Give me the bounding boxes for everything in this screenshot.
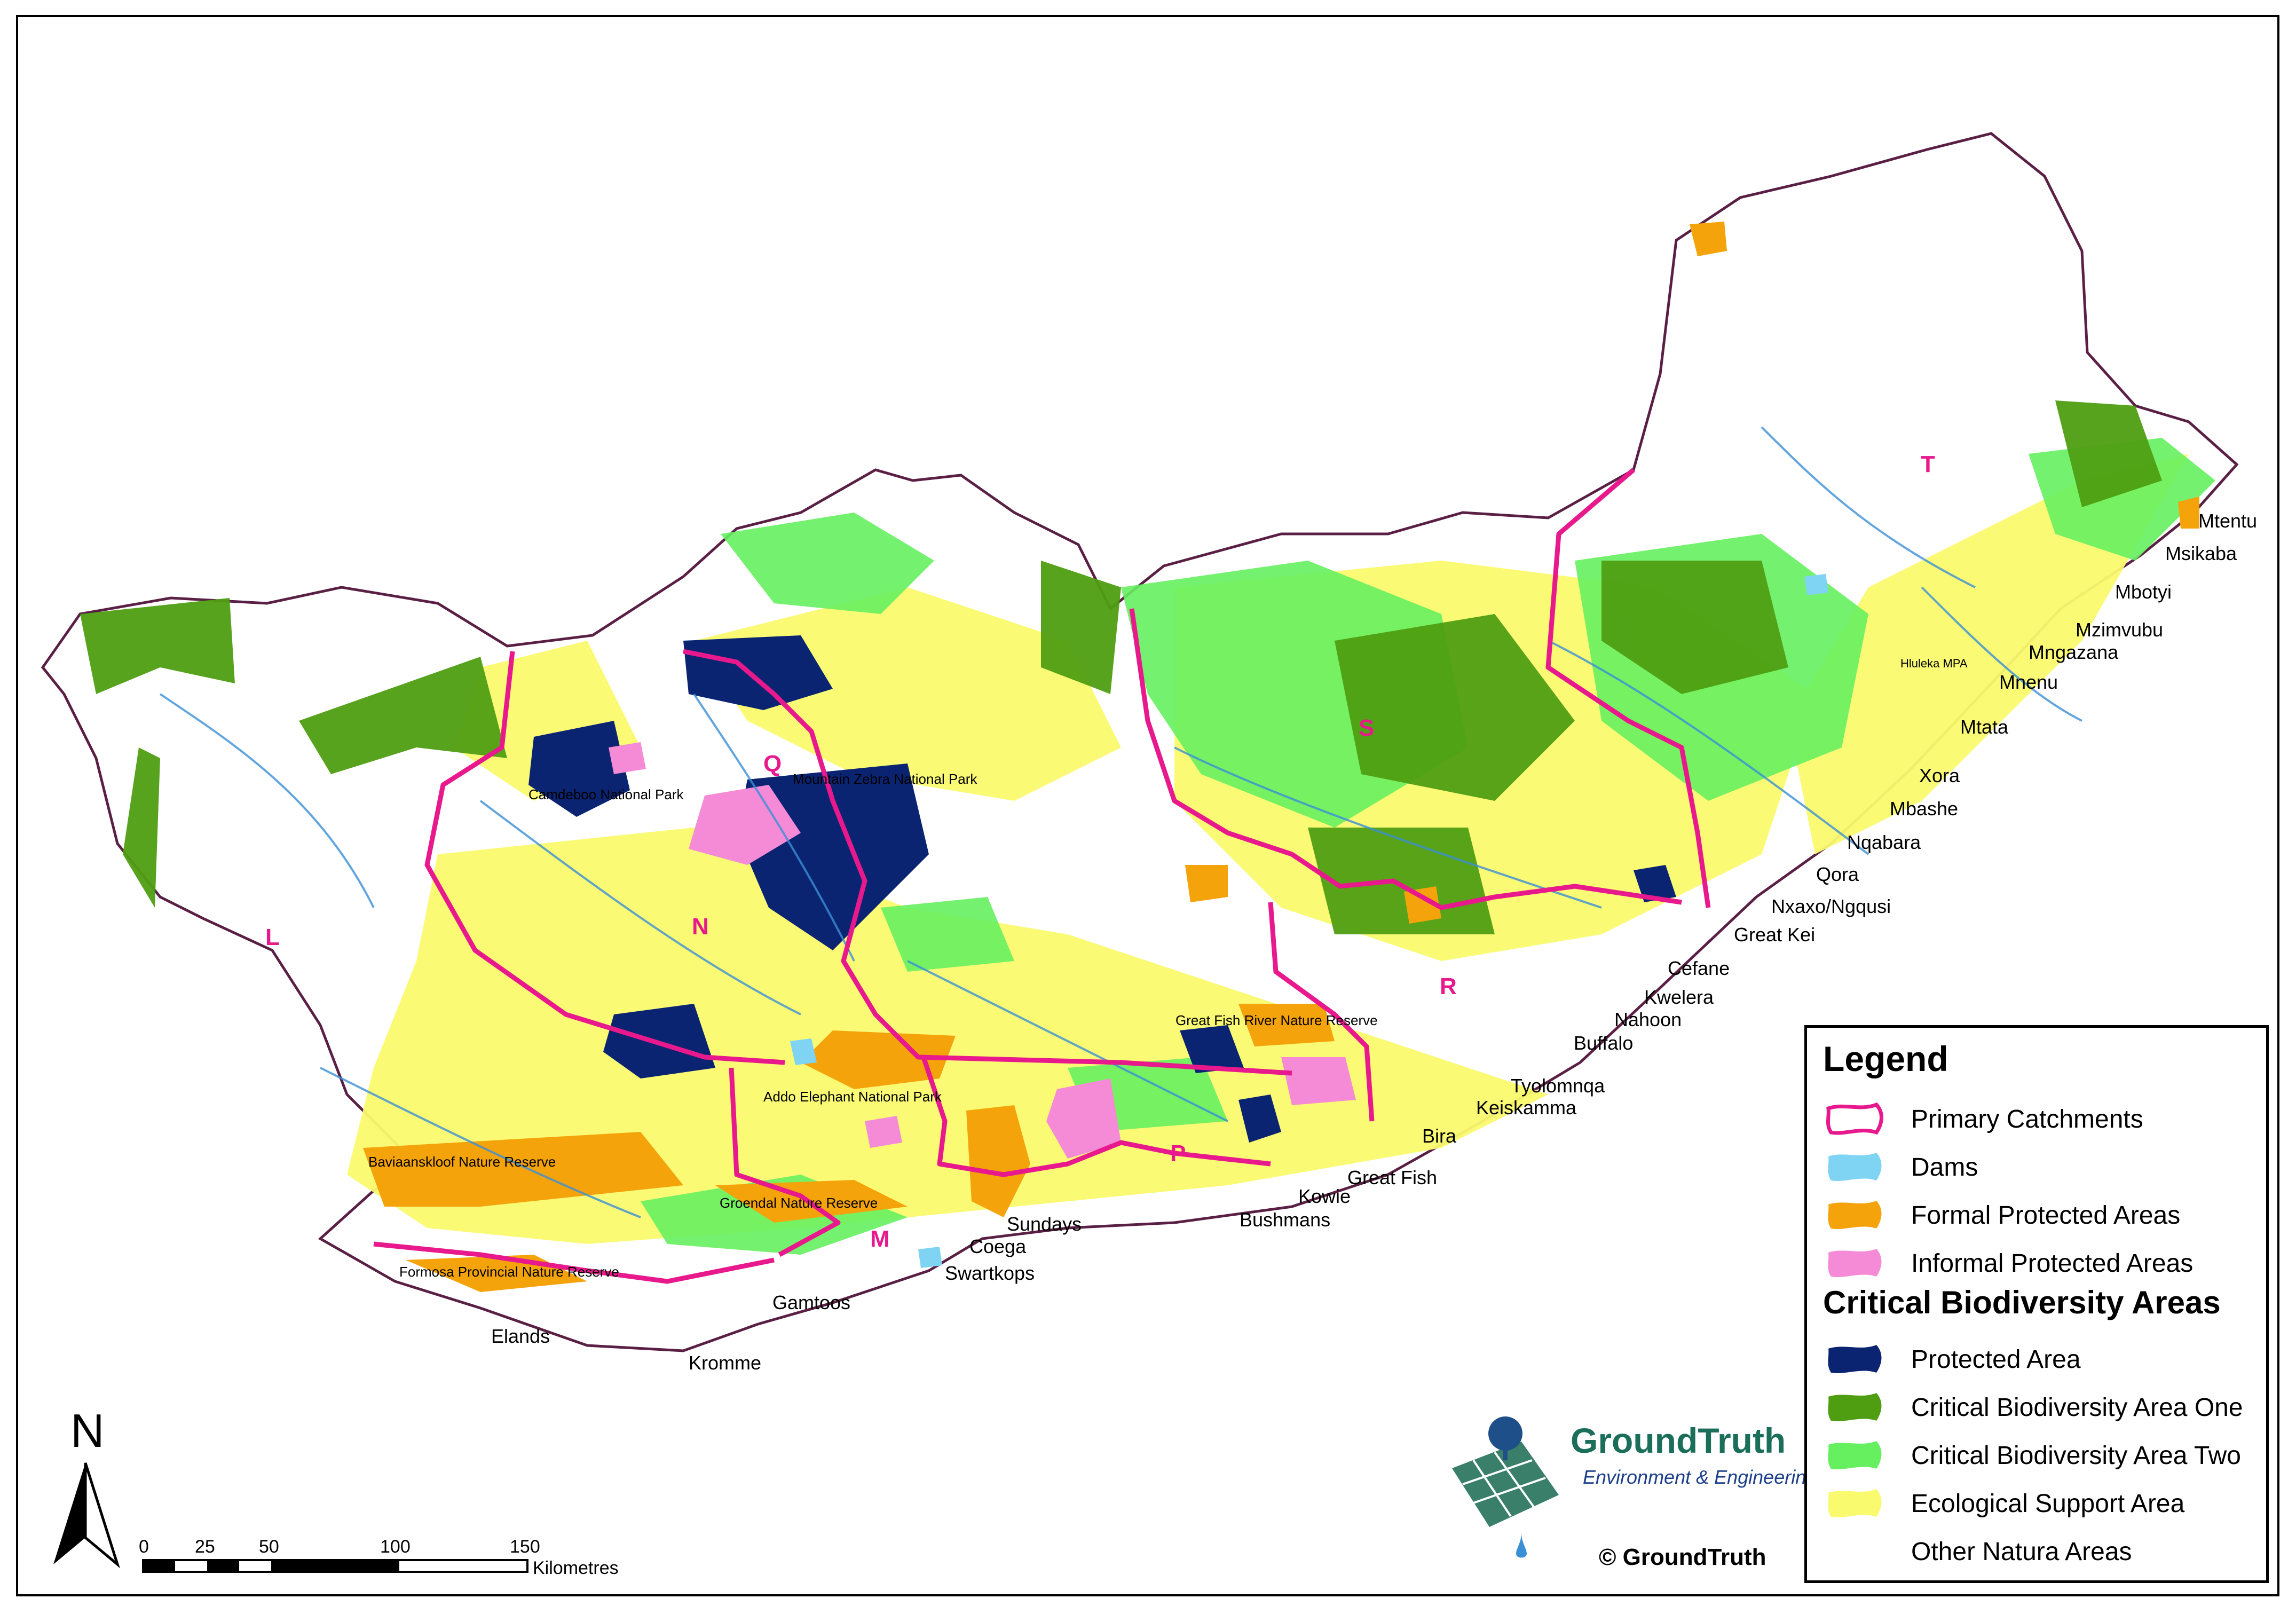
- legend-label-informal-protected: Informal Protected Areas: [1911, 1249, 2194, 1278]
- catchment-letter-r: R: [1440, 973, 1457, 999]
- formal-protected-swatch-icon: [1828, 1201, 1882, 1230]
- river-label-mbashe: Mbashe: [1890, 798, 1958, 820]
- informal-protected-swatch-icon: [1828, 1249, 1882, 1278]
- river-label-great-fish: Great Fish: [1347, 1167, 1437, 1188]
- logo-tagline: Environment & Engineering: [1583, 1466, 1817, 1488]
- park-label-formosa: Formosa Provincial Nature Reserve: [399, 1264, 619, 1280]
- legend-item-formal-protected: Formal Protected Areas: [1818, 1193, 2266, 1236]
- legend-item-esa: Ecological Support Area: [1818, 1482, 2266, 1524]
- river-label-tyolomnqa: Tyolomnqa: [1511, 1075, 1605, 1097]
- legend-label-esa: Ecological Support Area: [1911, 1490, 2185, 1518]
- river-label-bira: Bira: [1422, 1125, 1457, 1147]
- legend-item-cba-one: Critical Biodiversity Area One: [1818, 1385, 2266, 1428]
- park-label-baviaanskloof: Baviaanskloof Nature Reserve: [368, 1154, 556, 1170]
- scale-tick-150: 150: [510, 1537, 540, 1557]
- river-label-mnenu: Mnenu: [1999, 671, 2058, 693]
- dams-swatch-icon: [1828, 1153, 1882, 1182]
- legend-label-cba-one: Critical Biodiversity Area One: [1911, 1393, 2243, 1422]
- legend-item-other: Other Natura Areas: [1818, 1530, 2266, 1572]
- river-label-bushmans: Bushmans: [1240, 1209, 1330, 1231]
- scale-tick-100: 100: [380, 1537, 411, 1557]
- north-label: N: [70, 1404, 105, 1457]
- river-label-elands: Elands: [491, 1325, 550, 1347]
- park-label-great-fish: Great Fish River Nature Reserve: [1175, 1012, 1378, 1028]
- cba-one-patches: [80, 400, 2162, 934]
- river-label-keiskamma: Keiskamma: [1476, 1097, 1577, 1119]
- legend-panel: Legend Primary Catchments Dams Formal Pr…: [1804, 1025, 2269, 1583]
- scale-tick-25: 25: [195, 1537, 215, 1557]
- park-label-mountain-zebra: Mountain Zebra National Park: [793, 771, 977, 787]
- scale-bar-graphic: 0 25 50 100 150 Kilometres: [139, 1537, 619, 1578]
- dam-patches: [790, 574, 1828, 1268]
- legend-item-cba-two: Critical Biodiversity Area Two: [1818, 1434, 2266, 1476]
- informal-protected-patches: [609, 742, 1356, 1159]
- catchment-letter-l: L: [265, 924, 280, 950]
- river-label-nqabara: Nqabara: [1847, 831, 1921, 853]
- river-label-kromme: Kromme: [689, 1352, 761, 1374]
- river-network: [159, 426, 2082, 1218]
- river-label-mtata: Mtata: [1960, 716, 2009, 738]
- map-frame: [16, 15, 2279, 1596]
- river-label-kwelera: Kwelera: [1644, 986, 1714, 1008]
- legend-label-cba-two: Critical Biodiversity Area Two: [1911, 1442, 2241, 1470]
- river-label-msikaba: Msikaba: [2165, 542, 2237, 564]
- scale-bar: 0 25 50 100 150 Kilometres: [133, 1527, 667, 1588]
- river-label-mbotyi: Mbotyi: [2115, 581, 2172, 603]
- catchment-letter-t: T: [1921, 451, 1935, 477]
- logo-name: GroundTruth: [1571, 1421, 1786, 1460]
- catchment-letter-q: Q: [763, 751, 782, 777]
- park-label-addo: Addo Elephant National Park: [763, 1089, 942, 1105]
- legend-label-formal-protected: Formal Protected Areas: [1911, 1201, 2181, 1230]
- legend-subtitle: Critical Biodiversity Areas: [1823, 1285, 2221, 1320]
- legend-label-protected-area: Protected Area: [1911, 1345, 2081, 1374]
- cba-two-swatch-icon: [1828, 1441, 1882, 1470]
- catchment-swatch-icon: [1826, 1102, 1883, 1135]
- park-label-groendal: Groendal Nature Reserve: [720, 1195, 878, 1211]
- scale-tick-0: 0: [139, 1537, 149, 1557]
- protected-area-swatch-icon: [1828, 1345, 1882, 1374]
- catchment-letter-s: S: [1359, 715, 1374, 741]
- esa-swatch-icon: [1828, 1489, 1882, 1518]
- park-label-camdeboo: Camdeboo National Park: [528, 786, 684, 802]
- river-label-mtentu: Mtentu: [2198, 510, 2257, 532]
- catchment-letter-p: P: [1170, 1140, 1186, 1167]
- catchment-boundaries: [373, 468, 1711, 1284]
- legend-label-dams: Dams: [1911, 1153, 1978, 1182]
- river-label-qora: Qora: [1816, 863, 1859, 885]
- legend-title: Legend: [1823, 1039, 1948, 1078]
- river-label-great-kei: Great Kei: [1734, 924, 1815, 946]
- groundtruth-logo: GroundTruth Environment & Engineering © …: [1441, 1410, 1817, 1580]
- copyright-text: © GroundTruth: [1599, 1544, 1766, 1570]
- river-label-sundays: Sundays: [1007, 1213, 1082, 1235]
- north-arrow-icon: N: [53, 1404, 120, 1569]
- river-label-swartkops: Swartkops: [945, 1262, 1035, 1284]
- river-label-buffalo: Buffalo: [1574, 1032, 1633, 1054]
- river-label-xora: Xora: [1919, 765, 1960, 786]
- river-label-coega: Coega: [969, 1235, 1027, 1257]
- groundtruth-logo-icon: [1452, 1416, 1559, 1558]
- scale-unit: Kilometres: [533, 1558, 619, 1578]
- north-arrow: N: [48, 1404, 128, 1575]
- river-label-mngazana: Mngazana: [2029, 641, 2119, 663]
- legend-label-other: Other Natura Areas: [1911, 1538, 2132, 1566]
- catchment-letter-m: M: [870, 1226, 890, 1252]
- river-label-mzimvubu: Mzimvubu: [2076, 619, 2163, 641]
- legend-item-protected-area: Protected Area: [1818, 1337, 2266, 1380]
- river-label-cefane: Cefane: [1668, 957, 1730, 979]
- park-label-hluleka: Hluleka MPA: [1900, 657, 1968, 670]
- catchment-letter-n: N: [692, 914, 709, 940]
- legend-item-informal-protected: Informal Protected Areas: [1818, 1241, 2266, 1284]
- river-label-nxaxo: Nxaxo/Ngqusi: [1771, 895, 1891, 917]
- river-label-nahoon: Nahoon: [1614, 1009, 1682, 1030]
- cba-one-swatch-icon: [1828, 1393, 1882, 1422]
- scale-tick-50: 50: [259, 1537, 279, 1557]
- river-label-gamtoos: Gamtoos: [772, 1292, 850, 1313]
- river-label-kowie: Kowie: [1298, 1185, 1351, 1207]
- legend-label-primary-catchments: Primary Catchments: [1911, 1105, 2143, 1133]
- legend-item-dams: Dams: [1818, 1145, 2266, 1188]
- legend-item-primary-catchments: Primary Catchments: [1818, 1097, 2266, 1140]
